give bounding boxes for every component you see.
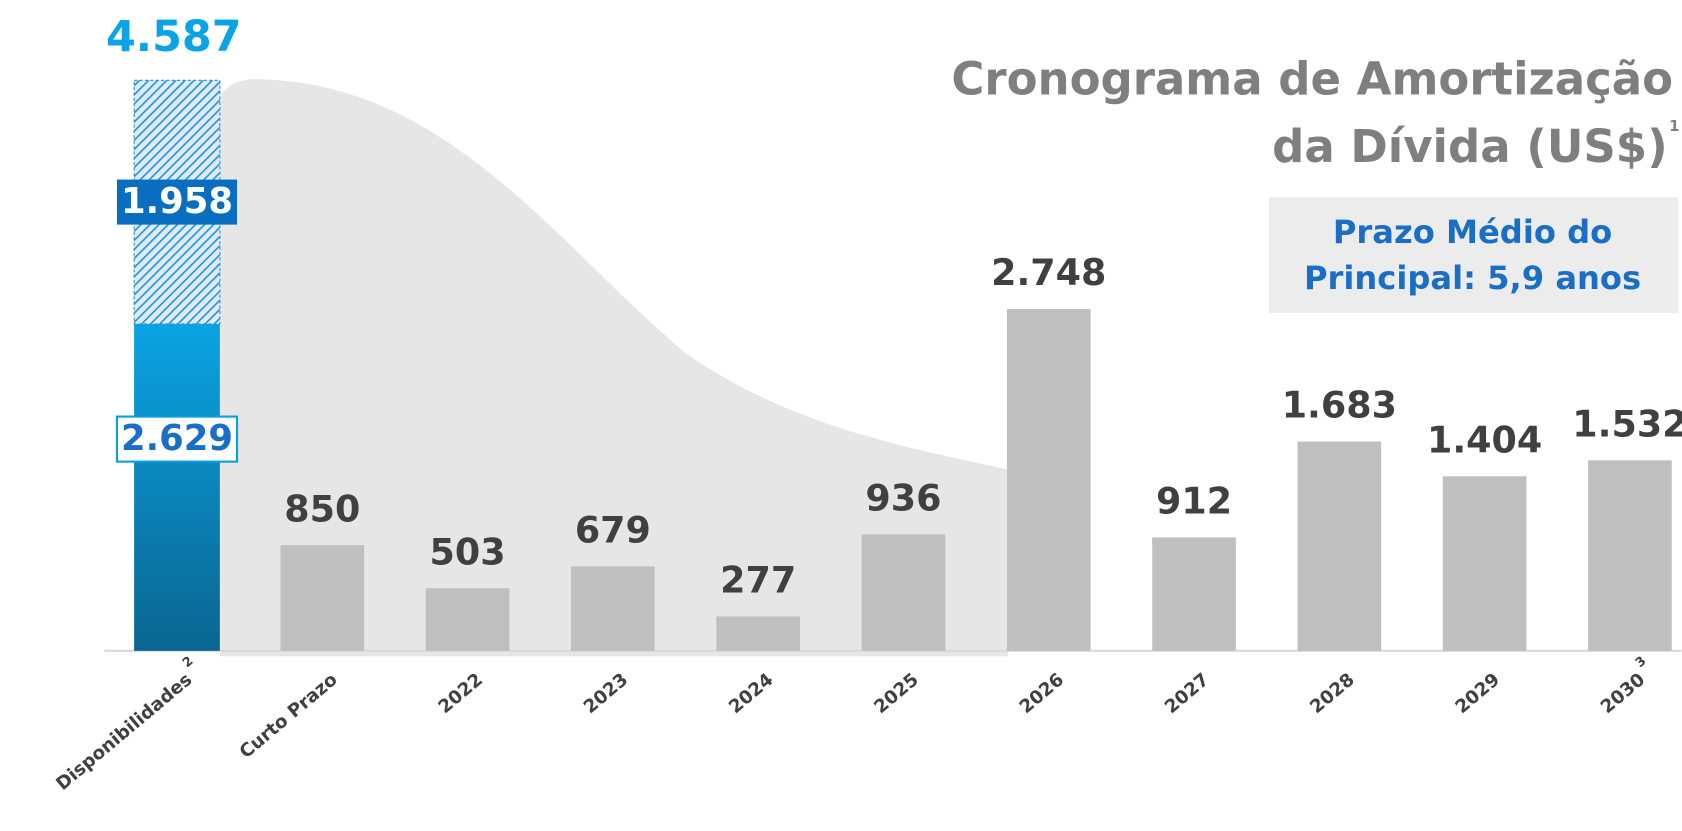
x-label: 2028 [1306,669,1358,718]
bar [425,588,510,651]
x-tick-label: 2029 [1452,669,1504,718]
x-tick-label: 2027 [1161,669,1213,718]
x-label: 2026 [1016,669,1068,718]
bar [571,566,655,651]
x-tick-label: 2024 [725,669,777,718]
bar [1442,476,1527,651]
x-label: 2025 [870,669,922,718]
x-tick-note: 3 [1633,654,1650,671]
bar [1297,441,1382,651]
cash-segment [134,323,220,651]
x-label: 2022 [435,669,487,718]
value-label: 1.404 [1427,418,1542,461]
annotation: Prazo Médio do Principal: 5,9 anos [1304,213,1641,297]
x-tick-label: 2025 [870,669,922,718]
title-line: Cronograma de Amortização [951,53,1673,106]
segment-label-box [116,179,238,225]
title-note: 1 [1669,117,1679,135]
segment-label-box [115,415,239,463]
bar [1006,309,1091,651]
x-label: 2027 [1161,669,1213,718]
x-tick-label: 2023 [580,669,632,718]
x-tick-label: Curto Prazo [236,669,342,763]
annotation-line: Prazo Médio do [1333,213,1612,251]
x-tick-label: 2030 [1597,669,1649,718]
total-label: 4.587 [106,12,242,62]
x-label: 2024 [725,669,777,718]
value-label: 936 [865,477,941,520]
bar [861,534,946,651]
title: Cronograma de Amortização da Dívida (US$… [951,53,1679,174]
value-label: 1.683 [1282,384,1397,427]
bar [716,616,800,651]
bar [1588,460,1672,651]
value-label: 277 [720,559,796,602]
x-tick-label: 2026 [1016,669,1068,718]
x-tick-label: Disponibilidades [52,669,196,795]
value-label: 850 [284,487,360,530]
background-curve [220,79,1009,657]
value-label: 679 [575,509,651,552]
x-label: 2023 [580,669,632,718]
segment-label: 1.958 [121,181,233,222]
value-label: 912 [1156,480,1232,523]
bar [280,545,365,651]
value-label: 1.532 [1572,402,1682,445]
title-line: da Dívida (US$) [1272,120,1668,173]
x-label: 2029 [1452,669,1504,718]
bar [1152,537,1236,651]
value-label: 2.748 [991,251,1106,294]
x-tick-label: 2028 [1306,669,1358,718]
annotation-line: Principal: 5,9 anos [1304,259,1641,297]
annotation-box [1268,197,1679,314]
segment-label: 2.629 [121,418,233,459]
value-label: 503 [430,530,506,573]
x-tick-label: 2022 [435,669,487,718]
x-label: Curto Prazo [236,669,342,763]
x-tick-note: 2 [180,654,197,671]
